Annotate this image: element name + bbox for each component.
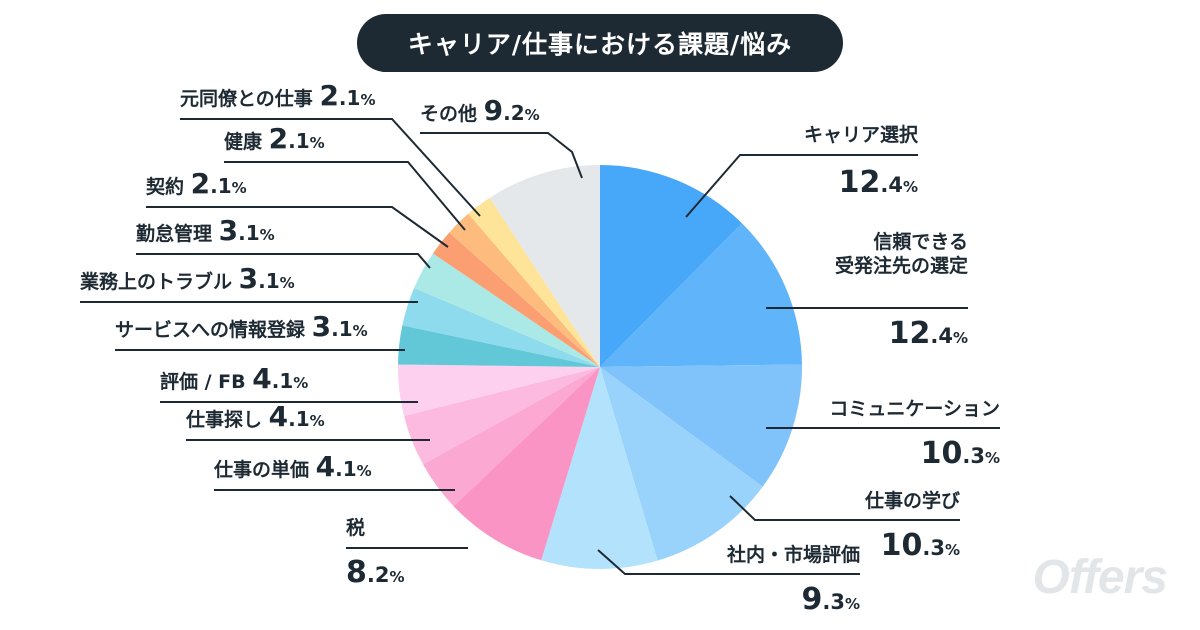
slice-label-group: 評価 / FB 4.1% (160, 362, 418, 403)
chart-title-pill: キャリア/仕事における課題/悩み (357, 14, 843, 72)
pie-slice (414, 253, 600, 367)
slice-label-group: 契約 2.1% (145, 167, 449, 248)
slice-label: 評価 / FB 4.1% (160, 362, 308, 395)
slice-label: 仕事探し 4.1% (185, 400, 325, 433)
slice-label-group: 税 8.2% (346, 516, 468, 590)
slice-label: その他 9.2% (420, 94, 540, 127)
leader-line (420, 132, 583, 179)
slice-label-group: 業務上のトラブル 3.1% (79, 262, 418, 303)
slice-value: 9.3% (802, 582, 861, 617)
pie-slice (453, 367, 600, 561)
slice-value: 10.3% (921, 436, 1000, 471)
slice-label: キャリア選択 (804, 124, 919, 146)
offers-watermark: Offers (1032, 551, 1168, 604)
slice-label-group: 仕事の単価 4.1% (213, 450, 455, 491)
slice-label-group: その他 9.2% (420, 94, 583, 179)
slice-label-group: 健康 2.1% (224, 122, 466, 231)
pie-slice (600, 364, 802, 487)
pie-slice (600, 165, 742, 367)
slice-label: 元同僚との仕事 2.1% (180, 79, 375, 112)
leader-line (136, 253, 431, 269)
slice-label: コミュニケーション (829, 398, 1000, 420)
slice-label: 仕事の単価 4.1% (213, 450, 372, 483)
slice-value: 12.4% (889, 316, 968, 351)
slice-label: 信頼できる (873, 230, 968, 253)
slice-label-group: 仕事の学び 10.3% (729, 489, 960, 563)
pie-slice (422, 367, 600, 507)
slice-label: 社内・市場評価 (726, 543, 860, 566)
leader-line (180, 118, 481, 217)
chart-title: キャリア/仕事における課題/悩み (407, 30, 793, 59)
slice-label: 受発注先の選定 (835, 254, 968, 277)
slice-label: 健康 2.1% (224, 122, 325, 155)
slice-label: 税 (346, 516, 365, 539)
pie-slice (432, 232, 600, 367)
slice-value: 10.3% (881, 528, 960, 563)
leader-line (224, 161, 466, 231)
pie-slice (398, 325, 600, 367)
leader-line (597, 549, 860, 575)
pie-slice (489, 165, 600, 367)
slice-value: 8.2% (346, 555, 405, 590)
pie-slice (404, 367, 600, 465)
slice-label: サービスへの情報登録 3.1% (115, 310, 368, 343)
pie-slice (468, 197, 600, 367)
leader-line (146, 206, 449, 248)
pie-slice (398, 364, 600, 417)
slice-label-group: 元同僚との仕事 2.1% (180, 79, 481, 217)
slice-label-group: 勤怠管理 3.1% (136, 214, 431, 269)
pie-slice (600, 367, 763, 561)
slice-label-group: 仕事探し 4.1% (185, 400, 430, 441)
pie-slice (402, 287, 600, 367)
slice-label-group: 社内・市場評価 9.3% (597, 543, 861, 617)
slice-label: 勤怠管理 3.1% (136, 214, 275, 247)
pie-slice (449, 213, 600, 367)
slice-label: 契約 2.1% (145, 167, 247, 200)
pie-slice (600, 223, 802, 367)
slice-label-group: サービスへの情報登録 3.1% (115, 310, 405, 351)
leader-line (685, 154, 918, 218)
pie-slice (541, 367, 658, 570)
slice-value: 12.4% (839, 165, 918, 200)
slice-label: 業務上のトラブル 3.1% (79, 262, 295, 295)
leader-line (729, 495, 960, 521)
slice-label-group: コミュニケーション 10.3% (766, 398, 1000, 471)
slice-label-group: キャリア選択 12.4% (685, 124, 919, 218)
slice-label: 仕事の学び (864, 489, 960, 512)
